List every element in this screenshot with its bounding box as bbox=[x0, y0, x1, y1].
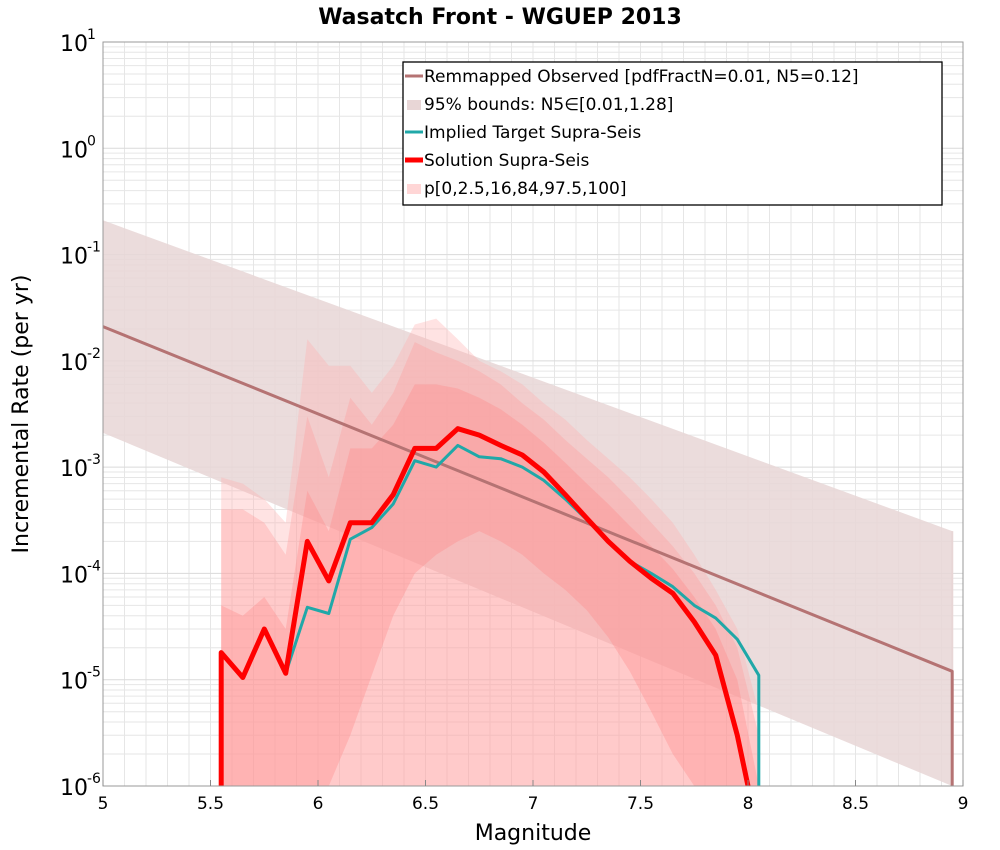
y-tick: 10 -1 bbox=[60, 240, 101, 270]
band-p0-p100 bbox=[221, 318, 759, 786]
y-tick-base: 10 bbox=[60, 670, 88, 695]
y-tick-base: 10 bbox=[60, 457, 88, 482]
y-tick: 10 -5 bbox=[60, 665, 101, 695]
x-tick-label: 5.5 bbox=[197, 794, 224, 814]
y-tick-exponent: -5 bbox=[87, 665, 101, 681]
x-tick-label: 9 bbox=[958, 794, 969, 814]
y-tick-base: 10 bbox=[60, 351, 88, 376]
x-ticks: 5 5.5 6 6.5 7 7.5 8 8.5 9 bbox=[98, 780, 969, 814]
y-tick-exponent: 0 bbox=[87, 133, 96, 149]
x-tick-label: 6.5 bbox=[412, 794, 439, 814]
legend-entry: 95% bounds: N5∈[0.01,1.28] bbox=[407, 95, 673, 115]
y-tick-exponent: 1 bbox=[87, 27, 96, 43]
chart-title: Wasatch Front - WGUEP 2013 bbox=[318, 5, 682, 30]
y-tick-exponent: -6 bbox=[87, 771, 101, 787]
y-tick-exponent: -2 bbox=[87, 346, 101, 362]
y-tick-base: 10 bbox=[60, 776, 88, 801]
legend-label: Solution Supra-Seis bbox=[424, 151, 590, 171]
series-line-implied-target bbox=[219, 443, 761, 786]
y-tick-base: 10 bbox=[60, 138, 88, 163]
y-tick-exponent: -1 bbox=[87, 240, 101, 256]
bands bbox=[103, 220, 954, 787]
legend-label: p[0,2.5,16,84,97.5,100] bbox=[424, 179, 627, 199]
y-tick: 10 1 bbox=[60, 27, 96, 57]
legend-label: 95% bounds: N5∈[0.01,1.28] bbox=[424, 95, 673, 115]
y-tick: 10 -6 bbox=[60, 771, 101, 801]
legend-box bbox=[402, 61, 943, 206]
y-tick-exponent: -3 bbox=[87, 452, 101, 468]
legend-entry: Implied Target Supra-Seis bbox=[405, 123, 641, 143]
legend: Remmapped Observed [pdfFractN=0.01, N5=0… bbox=[402, 61, 943, 206]
x-axis-label: Magnitude bbox=[475, 821, 592, 846]
legend-swatch bbox=[407, 184, 421, 194]
legend-swatch bbox=[407, 100, 421, 110]
x-tick-label: 8 bbox=[743, 794, 754, 814]
legend-label: Remmapped Observed [pdfFractN=0.01, N5=0… bbox=[424, 67, 859, 87]
y-tick-exponent: -4 bbox=[87, 558, 101, 574]
band-p2_5-p97_5 bbox=[221, 342, 759, 786]
x-tick-label: 8.5 bbox=[842, 794, 869, 814]
legend-label: Implied Target Supra-Seis bbox=[424, 123, 641, 143]
y-tick: 10 0 bbox=[60, 133, 96, 163]
legend-entry: Remmapped Observed [pdfFractN=0.01, N5=0… bbox=[405, 67, 859, 87]
y-tick: 10 -4 bbox=[60, 558, 101, 588]
legend-entry: Solution Supra-Seis bbox=[405, 151, 590, 171]
y-tick: 10 -2 bbox=[60, 346, 101, 376]
y-axis-label: Incremental Rate (per yr) bbox=[9, 275, 34, 554]
y-tick-base: 10 bbox=[60, 563, 88, 588]
series-line-observed bbox=[102, 325, 954, 786]
legend-entry: p[0,2.5,16,84,97.5,100] bbox=[407, 179, 627, 199]
x-tick-label: 7.5 bbox=[627, 794, 654, 814]
series-line-solution bbox=[218, 426, 751, 787]
x-tick-label: 7 bbox=[528, 794, 539, 814]
y-tick-base: 10 bbox=[60, 32, 88, 57]
y-tick-base: 10 bbox=[60, 245, 88, 270]
series-lines bbox=[102, 325, 954, 787]
band-p16-p84 bbox=[221, 384, 759, 786]
x-tick-label: 6 bbox=[313, 794, 324, 814]
y-tick: 10 -3 bbox=[60, 452, 101, 482]
x-tick-label: 5 bbox=[98, 794, 109, 814]
